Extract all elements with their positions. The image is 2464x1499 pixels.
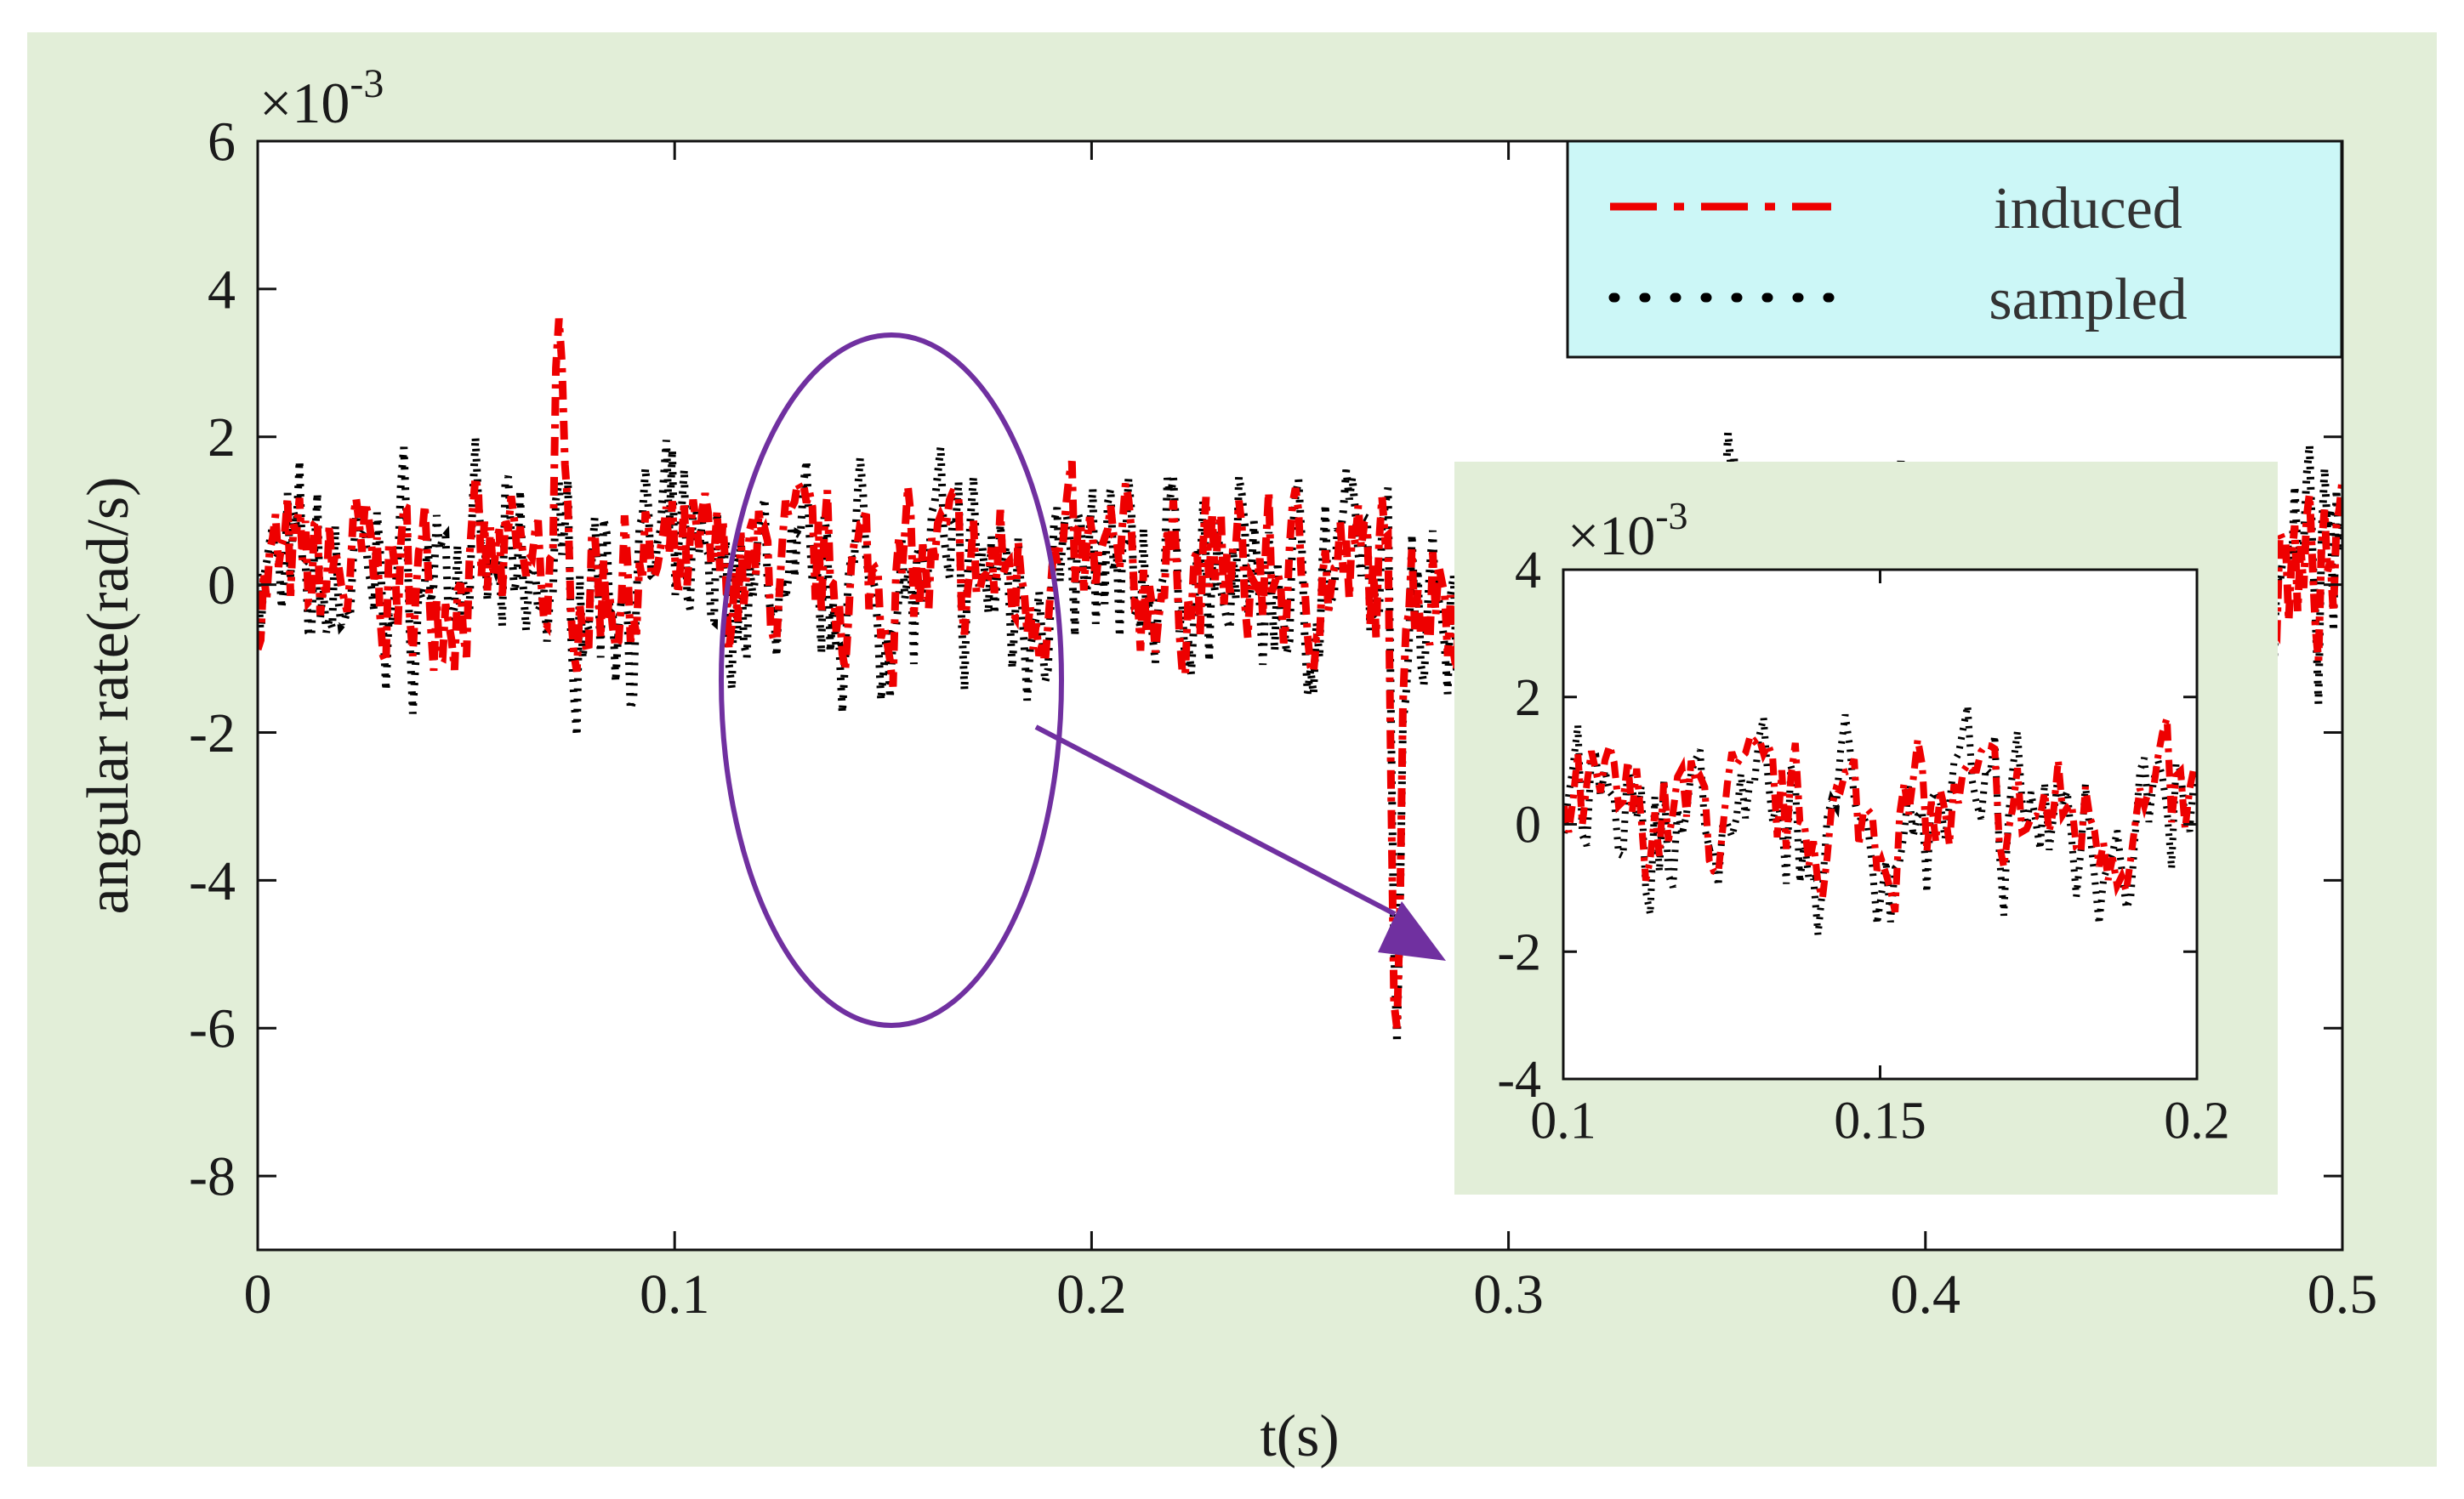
main-xtick-label: 0.3 bbox=[1473, 1263, 1544, 1326]
inset-series-induced bbox=[1563, 717, 2197, 913]
inset-axis-ticks: 0.1 0.15 0.2 4 2 0 -2 -4 bbox=[1497, 542, 2229, 1150]
main-ytick-label: 2 bbox=[208, 406, 236, 468]
inset-series-sampled bbox=[1563, 704, 2197, 936]
main-axis-ticks: 0 0.1 0.2 0.3 0.4 0.5 6 4 2 0 -2 -4 -6 -8 bbox=[189, 111, 2377, 1325]
legend-label-induced: induced bbox=[1994, 176, 2182, 241]
y-axis-label: angular rate(rad/s) bbox=[76, 477, 141, 915]
inset-series-group bbox=[1563, 704, 2197, 936]
main-ytick-label: -6 bbox=[189, 998, 236, 1060]
main-ytick-label: 6 bbox=[208, 111, 236, 173]
legend-label-sampled: sampled bbox=[1989, 267, 2187, 332]
inset-ytick-label: 4 bbox=[1515, 542, 1541, 599]
inset-xtick-label: 0.2 bbox=[2164, 1092, 2230, 1150]
main-xtick-label: 0.5 bbox=[2308, 1263, 2378, 1326]
main-y-scale-exp: -3 bbox=[350, 61, 384, 106]
inset-xtick-label: 0.1 bbox=[1530, 1092, 1596, 1150]
inset-y-scale-base: ×10 bbox=[1568, 505, 1655, 567]
main-y-scale-label: ×10-3 bbox=[259, 61, 384, 135]
inset-ytick-label: 2 bbox=[1515, 669, 1541, 727]
x-axis-label: t(s) bbox=[1260, 1404, 1339, 1469]
inset-xtick-label: 0.15 bbox=[1834, 1092, 1926, 1150]
inset-y-scale-label: ×10-3 bbox=[1568, 494, 1688, 567]
zoom-arrow-line bbox=[1034, 724, 1397, 917]
legend: induced sampled bbox=[1566, 139, 2343, 359]
zoom-arrow-head bbox=[1378, 901, 1446, 961]
inset-ytick-label: -4 bbox=[1497, 1051, 1541, 1109]
legend-box bbox=[1566, 139, 2343, 359]
main-y-scale-base: ×10 bbox=[259, 71, 350, 135]
main-ytick-label: 0 bbox=[208, 554, 236, 616]
inset-ytick-label: 0 bbox=[1515, 797, 1541, 855]
main-xtick-label: 0 bbox=[244, 1263, 272, 1326]
main-ytick-label: -4 bbox=[189, 850, 236, 912]
main-xtick-label: 0.2 bbox=[1056, 1263, 1127, 1326]
main-ytick-label: -2 bbox=[189, 702, 236, 764]
inset-ytick-label: -2 bbox=[1497, 923, 1541, 981]
inset-y-scale-exp: -3 bbox=[1655, 494, 1687, 537]
main-xtick-label: 0.1 bbox=[640, 1263, 710, 1326]
main-plot-frame bbox=[256, 139, 2344, 1252]
main-ytick-label: 4 bbox=[208, 258, 236, 321]
main-xtick-label: 0.4 bbox=[1891, 1263, 1961, 1326]
zoom-region-ellipse bbox=[719, 332, 1064, 1028]
main-ytick-label: -8 bbox=[189, 1146, 236, 1208]
